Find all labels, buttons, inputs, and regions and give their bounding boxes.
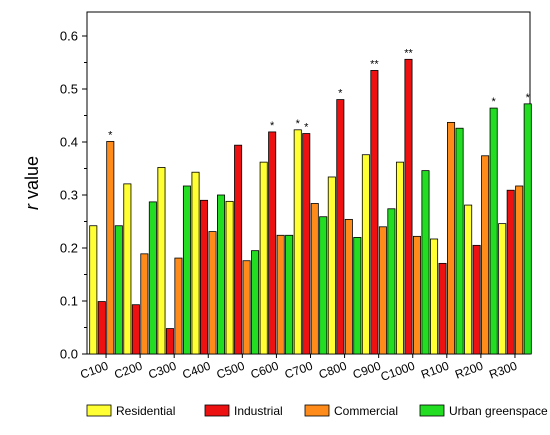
- bar: [114, 225, 123, 355]
- bar: [361, 154, 370, 355]
- bar: [259, 161, 268, 355]
- bar: [242, 260, 251, 355]
- bar: [302, 133, 311, 355]
- bar: [106, 141, 115, 355]
- bar: [191, 171, 200, 355]
- legend-swatch: [419, 404, 445, 417]
- legend-swatch: [204, 404, 230, 417]
- x-tick-label: C500: [215, 359, 247, 382]
- y-tick-label: 0.1: [60, 294, 78, 309]
- y-tick-label: 0.2: [60, 241, 78, 256]
- bar: [412, 235, 421, 355]
- bar: [421, 170, 430, 355]
- bar: [182, 185, 191, 355]
- bar: [131, 304, 140, 355]
- significance-marker: **: [404, 47, 413, 59]
- bar: [123, 183, 132, 355]
- y-tick-label: 0.5: [60, 82, 78, 97]
- x-tick-label: C400: [181, 359, 213, 382]
- y-axis-label-text: value: [22, 156, 42, 204]
- bar: [404, 58, 413, 355]
- legend-label: Industrial: [234, 404, 283, 418]
- bar: [378, 226, 387, 355]
- bar: [430, 238, 439, 355]
- bar: [387, 208, 396, 355]
- bar: [140, 253, 149, 355]
- bar: [523, 103, 532, 355]
- x-tick-label: C700: [283, 359, 315, 382]
- bar: [208, 231, 217, 355]
- significance-marker: *: [270, 120, 275, 132]
- bar: [327, 176, 336, 355]
- bar: [276, 234, 285, 355]
- bar: [395, 161, 404, 355]
- bar: [319, 216, 328, 355]
- bar: [344, 218, 353, 355]
- x-tick-label: R200: [453, 359, 485, 382]
- significance-marker: *: [526, 92, 531, 104]
- legend-label: Urban greenspace: [449, 404, 548, 418]
- bar: [285, 234, 294, 355]
- x-tick-label: C800: [317, 359, 349, 382]
- bars: [89, 58, 532, 355]
- bar: [148, 201, 157, 355]
- y-tick-label: 0.6: [60, 29, 78, 44]
- y-axis: 0.0 0.1 0.2 0.3 0.4 0.5 0.6: [60, 29, 87, 362]
- legend-label: Commercial: [334, 404, 398, 418]
- legend-label: Residential: [116, 404, 175, 418]
- bar: [370, 70, 379, 355]
- bar: [515, 185, 524, 355]
- bar: [165, 328, 174, 355]
- legend: Residential Industrial Commercial Urban gre…: [86, 404, 548, 418]
- bar: [157, 167, 166, 355]
- x-tick-label: R100: [419, 359, 451, 382]
- bar: [225, 200, 234, 355]
- bar: [481, 155, 490, 355]
- bar: [200, 199, 209, 355]
- x-tick-label: C600: [249, 359, 281, 382]
- bar: [310, 203, 319, 355]
- x-tick-label: C300: [146, 359, 178, 382]
- significance-markers: ** * ******* *: [108, 47, 530, 141]
- bar: [251, 250, 260, 355]
- bar: [464, 204, 473, 355]
- significance-marker: *: [296, 118, 301, 130]
- bar: [293, 129, 302, 355]
- bar: [353, 236, 362, 355]
- legend-swatch: [86, 404, 112, 417]
- bar: [336, 99, 345, 355]
- bar: [506, 189, 515, 355]
- bar: [234, 144, 243, 355]
- bar: [268, 131, 277, 355]
- y-axis-label: r value: [22, 156, 42, 210]
- bar: [489, 107, 498, 355]
- y-tick-label: 0.3: [60, 188, 78, 203]
- x-tick-label: C1000: [379, 359, 417, 384]
- x-tick-label: C200: [112, 359, 144, 382]
- bar: [217, 194, 226, 355]
- significance-marker: *: [338, 88, 343, 100]
- x-tick-label: R300: [487, 359, 519, 382]
- bar: [472, 244, 481, 355]
- bar: [455, 127, 464, 355]
- bar: [438, 262, 447, 355]
- x-axis: C100 C200 C300 C400 C500 C600 C700 C800 C900C100…: [78, 354, 519, 384]
- bar: [89, 225, 98, 355]
- bar: [174, 257, 183, 355]
- significance-marker: *: [304, 122, 309, 134]
- y-axis-label-italic: r: [22, 203, 42, 210]
- significance-marker: **: [370, 58, 379, 70]
- x-tick-label: C100: [78, 359, 110, 382]
- significance-marker: *: [108, 129, 113, 141]
- legend-swatch: [304, 404, 330, 417]
- bar: [498, 223, 507, 355]
- bar: [97, 301, 106, 355]
- bar: [447, 121, 456, 355]
- y-tick-label: 0.0: [60, 347, 78, 362]
- significance-marker: *: [491, 96, 496, 108]
- y-tick-label: 0.4: [60, 135, 78, 150]
